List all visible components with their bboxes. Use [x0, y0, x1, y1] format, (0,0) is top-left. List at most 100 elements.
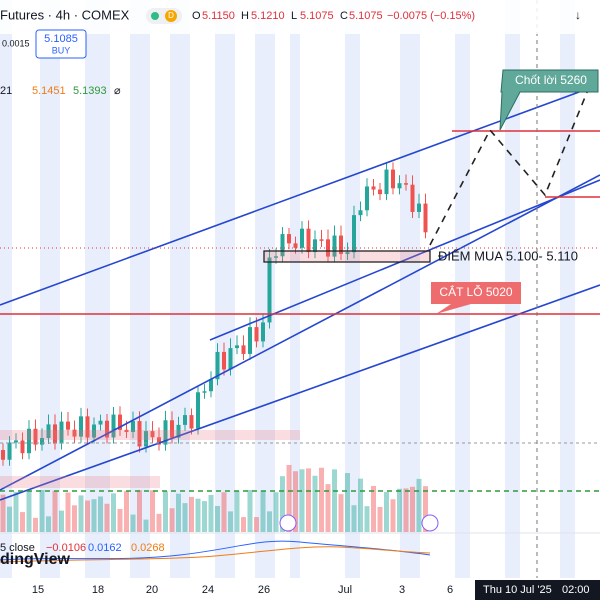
volume-bar	[299, 469, 305, 532]
candle-body	[287, 234, 291, 244]
collapse-icon[interactable]: ↓	[575, 8, 581, 22]
zone	[0, 430, 300, 440]
candle-body	[27, 428, 31, 454]
ma-value: 5.1451	[32, 85, 66, 97]
volume-bar	[254, 517, 259, 532]
event-icon[interactable]	[279, 514, 297, 532]
status-dot	[151, 12, 159, 20]
volume-bar	[104, 503, 110, 532]
candle-body	[423, 203, 428, 233]
levels	[0, 130, 600, 315]
volume-bar	[98, 496, 103, 532]
candle-body	[118, 414, 122, 430]
candle-body	[170, 420, 174, 438]
volume-bar	[273, 492, 279, 532]
volume-bar	[416, 478, 422, 532]
volume-bar	[247, 490, 253, 532]
candle-body	[267, 257, 272, 323]
volume-bar	[176, 493, 181, 532]
badge-dot	[165, 10, 177, 22]
candle-body	[59, 421, 64, 444]
x-tick-label: 24	[202, 584, 214, 596]
event-icon[interactable]	[421, 514, 439, 532]
candle-body	[339, 235, 343, 255]
buy-button[interactable]	[35, 29, 87, 59]
volume-bar	[280, 476, 285, 532]
session-stripe	[345, 0, 360, 578]
ohlc-key: H	[241, 10, 249, 22]
volume-bar	[111, 493, 116, 532]
volume-bar	[202, 501, 207, 532]
volume-bar	[306, 468, 311, 532]
macd-value: −0.0106	[46, 542, 86, 554]
x-tick-label: 26	[258, 584, 270, 596]
candle-body	[313, 239, 317, 253]
candle-body	[384, 169, 389, 195]
trend-line	[0, 174, 600, 491]
volume-bar	[390, 499, 396, 532]
volume-bar	[371, 485, 376, 532]
symbol: Futures · 4h · COMEX	[0, 7, 130, 22]
volume-bar	[182, 503, 188, 532]
ma-icon[interactable]: ⌀	[114, 85, 121, 97]
candle-body	[46, 424, 51, 439]
volume-bar	[20, 512, 25, 532]
volume-bar	[13, 491, 19, 532]
signal-line	[0, 546, 431, 563]
candle-body	[7, 442, 12, 460]
candle-body	[189, 415, 194, 429]
volume-bar	[228, 511, 233, 532]
volume-bar	[169, 508, 175, 532]
change: −0.0075 (−0.15%)	[387, 10, 475, 22]
candle-body	[417, 203, 421, 212]
volume-bar	[117, 508, 123, 532]
candle-body	[157, 437, 161, 445]
candle-body	[300, 228, 304, 248]
volume-bar	[26, 490, 32, 532]
candle-body	[85, 416, 90, 438]
session-stripe	[560, 0, 575, 578]
x-tick-label: 6	[447, 584, 453, 596]
candle-body	[92, 424, 96, 438]
ohlc-value: 5.1075	[300, 10, 334, 22]
macd-label: 5 close	[0, 542, 35, 554]
candle-body	[261, 322, 265, 342]
session-stripe	[400, 0, 420, 578]
candle-body	[40, 438, 44, 445]
volume-bar	[65, 492, 71, 532]
candle-body	[241, 345, 246, 354]
volume-bar	[156, 513, 162, 532]
ohlc-key: C	[340, 10, 348, 22]
candle-body	[222, 351, 226, 370]
projection-path	[429, 84, 591, 246]
take-profit-label: Chốt lời 5260	[515, 73, 587, 87]
candle-body	[397, 183, 402, 189]
volume-bar	[384, 492, 389, 532]
candle-body	[14, 440, 18, 443]
candle-body	[274, 256, 278, 258]
volume-bar	[46, 516, 51, 532]
candle-body	[183, 415, 187, 425]
x-tick-label: 3	[399, 584, 405, 596]
macd-value: 0.0162	[88, 542, 122, 554]
volume-bar	[345, 473, 350, 532]
callout	[431, 282, 521, 314]
candle-body	[20, 440, 25, 454]
buy-zone-box	[263, 250, 431, 263]
volume-bar	[91, 499, 97, 532]
volume-bar	[130, 514, 136, 532]
volume-bar	[59, 510, 64, 532]
ma-value: 5.1393	[73, 85, 107, 97]
trend-line	[0, 284, 600, 501]
volume-bar	[423, 486, 428, 532]
candle-body	[254, 327, 259, 342]
volume-bar	[208, 494, 214, 532]
volume-bar	[267, 511, 272, 532]
candle-body	[280, 234, 285, 257]
stop-loss-label: CẮT LỖ 5020	[439, 284, 512, 299]
ohlc-key: O	[192, 10, 201, 22]
volume-bar	[52, 490, 58, 532]
volume-bar	[78, 495, 84, 532]
x-tick-label: 18	[92, 584, 104, 596]
candle-body	[1, 450, 5, 460]
